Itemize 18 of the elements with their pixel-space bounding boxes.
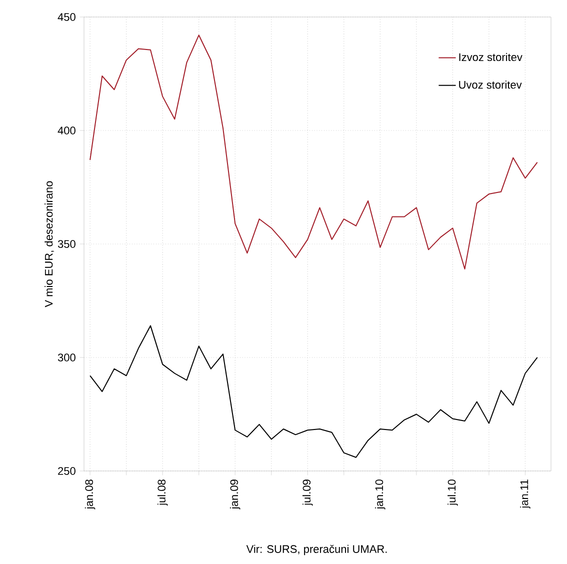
legend-label: Uvoz storitev (459, 80, 522, 89)
line-series (90, 325, 538, 458)
text: Vir: SURS, preračuni UMAR. (246, 544, 387, 556)
y-tick-label: 350 (58, 240, 76, 248)
y-tick-label: 300 (58, 354, 76, 362)
y-tick-label: 250 (58, 467, 76, 475)
x-tick-label: jul.09 (302, 480, 313, 506)
y-tick-label: 400 (58, 126, 76, 134)
x-tick-label: jan.10 (375, 480, 386, 510)
y-tick-label: 450 (58, 13, 76, 21)
x-tick-label: jul.10 (448, 480, 458, 506)
x-tick-label: jan.11 (520, 480, 530, 509)
x-tick-label: jan.09 (230, 480, 240, 510)
y-axis-title: V mio EUR, desezonirano (44, 181, 54, 308)
x-tick-label: jul.08 (157, 480, 168, 506)
x-tick-label: jan.08 (84, 480, 96, 510)
line-series (90, 34, 538, 270)
legend-label: Izvoz storitev (459, 52, 522, 62)
